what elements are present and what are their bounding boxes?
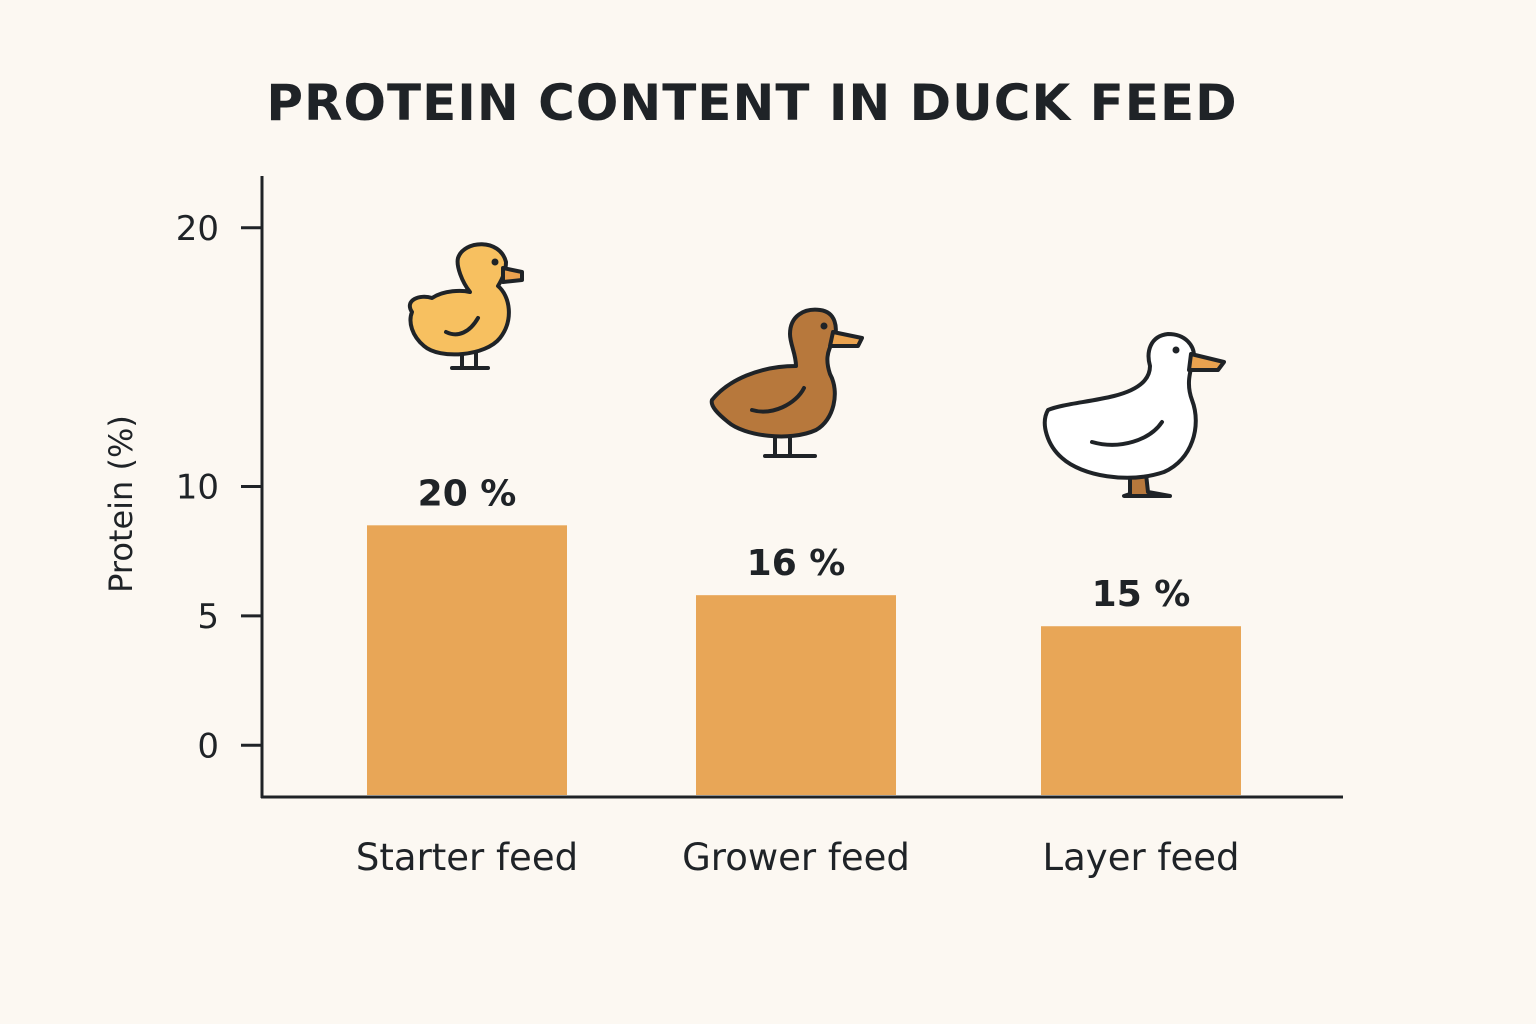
chart-title: PROTEIN CONTENT IN DUCK FEED	[266, 74, 1237, 132]
bar	[367, 525, 567, 795]
value-label: 16 %	[747, 543, 846, 584]
category-label: Starter feed	[356, 836, 578, 879]
white-duck-icon	[1042, 332, 1226, 498]
bars	[367, 525, 1241, 795]
y-tick-label: 10	[176, 468, 219, 508]
category-label: Grower feed	[682, 836, 910, 879]
y-ticks: 0 5 10 20	[176, 209, 262, 766]
bar	[1041, 626, 1241, 795]
value-label: 15 %	[1092, 574, 1191, 615]
category-label: Layer feed	[1043, 836, 1240, 879]
category-labels: Starter feed Grower feed Layer feed	[356, 836, 1240, 879]
value-labels: 20 % 16 % 15 %	[418, 473, 1191, 615]
y-axis-label: Protein (%)	[102, 415, 140, 593]
brown-duck-icon	[709, 307, 864, 458]
y-tick-label: 0	[197, 726, 219, 766]
duckling-icon	[408, 242, 524, 370]
bar	[696, 595, 896, 795]
y-tick-label: 20	[176, 209, 219, 249]
value-label: 20 %	[418, 473, 517, 514]
y-tick-label: 5	[197, 597, 219, 637]
